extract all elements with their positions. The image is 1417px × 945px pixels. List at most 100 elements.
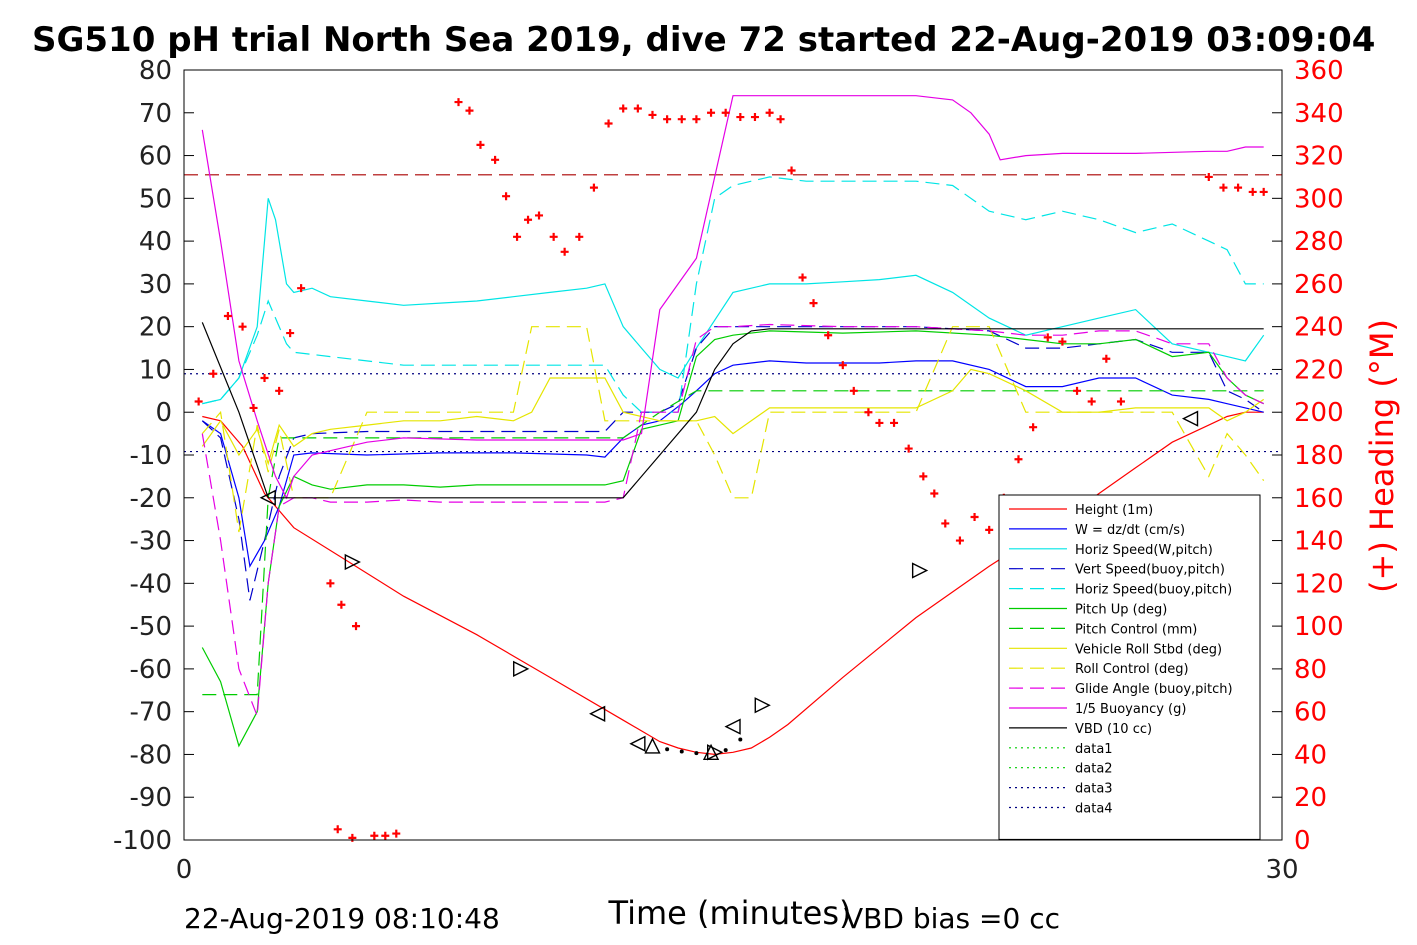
y-tick-label: -90 <box>130 783 172 813</box>
heading-point <box>890 418 899 427</box>
heading-point <box>633 104 642 113</box>
heading-point <box>333 825 342 834</box>
y-tick-label: -70 <box>130 698 172 728</box>
y-tick-label: -60 <box>130 655 172 685</box>
triangle-marker <box>724 718 741 735</box>
heading-point <box>955 536 964 545</box>
heading-point <box>249 403 258 412</box>
legend-entry: 1/5 Buoyancy (g) <box>1075 702 1186 717</box>
heading-point <box>491 155 500 164</box>
y2-tick-label: 340 <box>1294 99 1344 129</box>
heading-point <box>575 232 584 241</box>
line-markers <box>259 410 1199 761</box>
y-tick-label: 10 <box>139 355 172 385</box>
legend-entry: Glide Angle (buoy,pitch) <box>1075 682 1233 697</box>
series-line-2 <box>202 198 1265 405</box>
heading-point <box>787 166 796 175</box>
heading-point <box>838 361 847 370</box>
right-axis-label: (+) Heading (°M) <box>1363 319 1401 593</box>
heading-point <box>707 108 716 117</box>
heading-point <box>326 579 335 588</box>
heading-point <box>392 829 401 838</box>
heading-point <box>809 299 818 308</box>
heading-point <box>1058 337 1067 346</box>
dot-marker <box>723 748 728 753</box>
dot-marker <box>665 747 670 752</box>
legend-entry: Vert Speed(buoy,pitch) <box>1075 563 1225 578</box>
footer-vbd-bias: VBD bias =0 cc <box>844 902 1060 935</box>
y2-tick-label: 20 <box>1294 783 1327 813</box>
y-tick-label: -20 <box>130 484 172 514</box>
legend-entry: Horiz Speed(buoy,pitch) <box>1075 583 1232 598</box>
dot-marker <box>738 737 743 742</box>
y2-tick-label: 40 <box>1294 740 1327 770</box>
triangle-marker <box>344 553 361 571</box>
heading-point <box>1248 187 1257 196</box>
y-tick-label: 40 <box>139 227 172 257</box>
heading-point <box>549 232 558 241</box>
y-tick-label: 30 <box>139 270 172 300</box>
y2-tick-label: 260 <box>1294 270 1344 300</box>
legend-entry: Horiz Speed(W,pitch) <box>1075 543 1213 558</box>
footer-timestamp: 22-Aug-2019 08:10:48 <box>184 902 500 935</box>
legend-entry: Roll Control (deg) <box>1075 662 1189 677</box>
heading-point <box>919 472 928 481</box>
series-line-10 <box>201 95 1264 500</box>
x-axis-label: Time (minutes) <box>608 894 852 932</box>
heading-point <box>721 108 730 117</box>
y2-tick-label: 240 <box>1294 313 1344 343</box>
heading-point <box>941 519 950 528</box>
y-tick-label: 70 <box>139 99 172 129</box>
legend-entry: Height (1m) <box>1075 503 1153 518</box>
heading-point <box>194 397 203 406</box>
heading-point <box>604 119 613 128</box>
heading-point <box>692 115 701 124</box>
heading-point <box>370 831 379 840</box>
heading-point <box>736 113 745 122</box>
y2-tick-label: 160 <box>1294 484 1344 514</box>
heading-point <box>970 513 979 522</box>
legend-entry: Pitch Control (mm) <box>1075 622 1197 637</box>
y-tick-label: 80 <box>139 56 172 86</box>
heading-point <box>337 600 346 609</box>
y-tick-label: -30 <box>130 527 172 557</box>
y2-tick-label: 120 <box>1294 569 1344 599</box>
series-line-4 <box>202 176 1264 413</box>
heading-point <box>1014 455 1023 464</box>
heading-point <box>904 444 913 453</box>
legend-entry: data3 <box>1075 782 1113 797</box>
heading-point <box>454 98 463 107</box>
heading-point <box>1219 183 1228 192</box>
heading-point <box>1234 183 1243 192</box>
dot-marker <box>694 751 699 756</box>
series-line-6 <box>202 390 1264 696</box>
heading-point <box>1073 386 1082 395</box>
heading-point <box>352 622 361 631</box>
heading-point <box>560 247 569 256</box>
legend-entry: VBD (10 cc) <box>1075 722 1152 737</box>
heading-point <box>849 386 858 395</box>
heading-point <box>648 110 657 119</box>
heading-point <box>260 374 269 382</box>
triangle-marker <box>754 697 771 714</box>
heading-point <box>589 183 598 192</box>
y-tick-label: -50 <box>130 612 172 642</box>
y-tick-label: 50 <box>139 184 172 214</box>
y2-tick-label: 300 <box>1294 184 1344 214</box>
heading-point <box>798 273 807 282</box>
y2-tick-label: 320 <box>1294 142 1344 172</box>
heading-point <box>348 833 357 842</box>
x-tick-label: 0 <box>176 855 193 885</box>
series-line-0 <box>202 411 1264 756</box>
heading-point <box>875 418 884 427</box>
heading-point <box>864 408 873 417</box>
heading-point <box>502 192 511 201</box>
heading-point <box>824 331 833 340</box>
series-line-1 <box>201 360 1264 568</box>
heading-point <box>1259 187 1268 196</box>
y-tick-label: 60 <box>139 142 172 172</box>
y-tick-label: 20 <box>139 313 172 343</box>
heading-point <box>765 108 774 117</box>
heading-point <box>750 113 759 122</box>
legend-entry: data2 <box>1075 762 1113 777</box>
